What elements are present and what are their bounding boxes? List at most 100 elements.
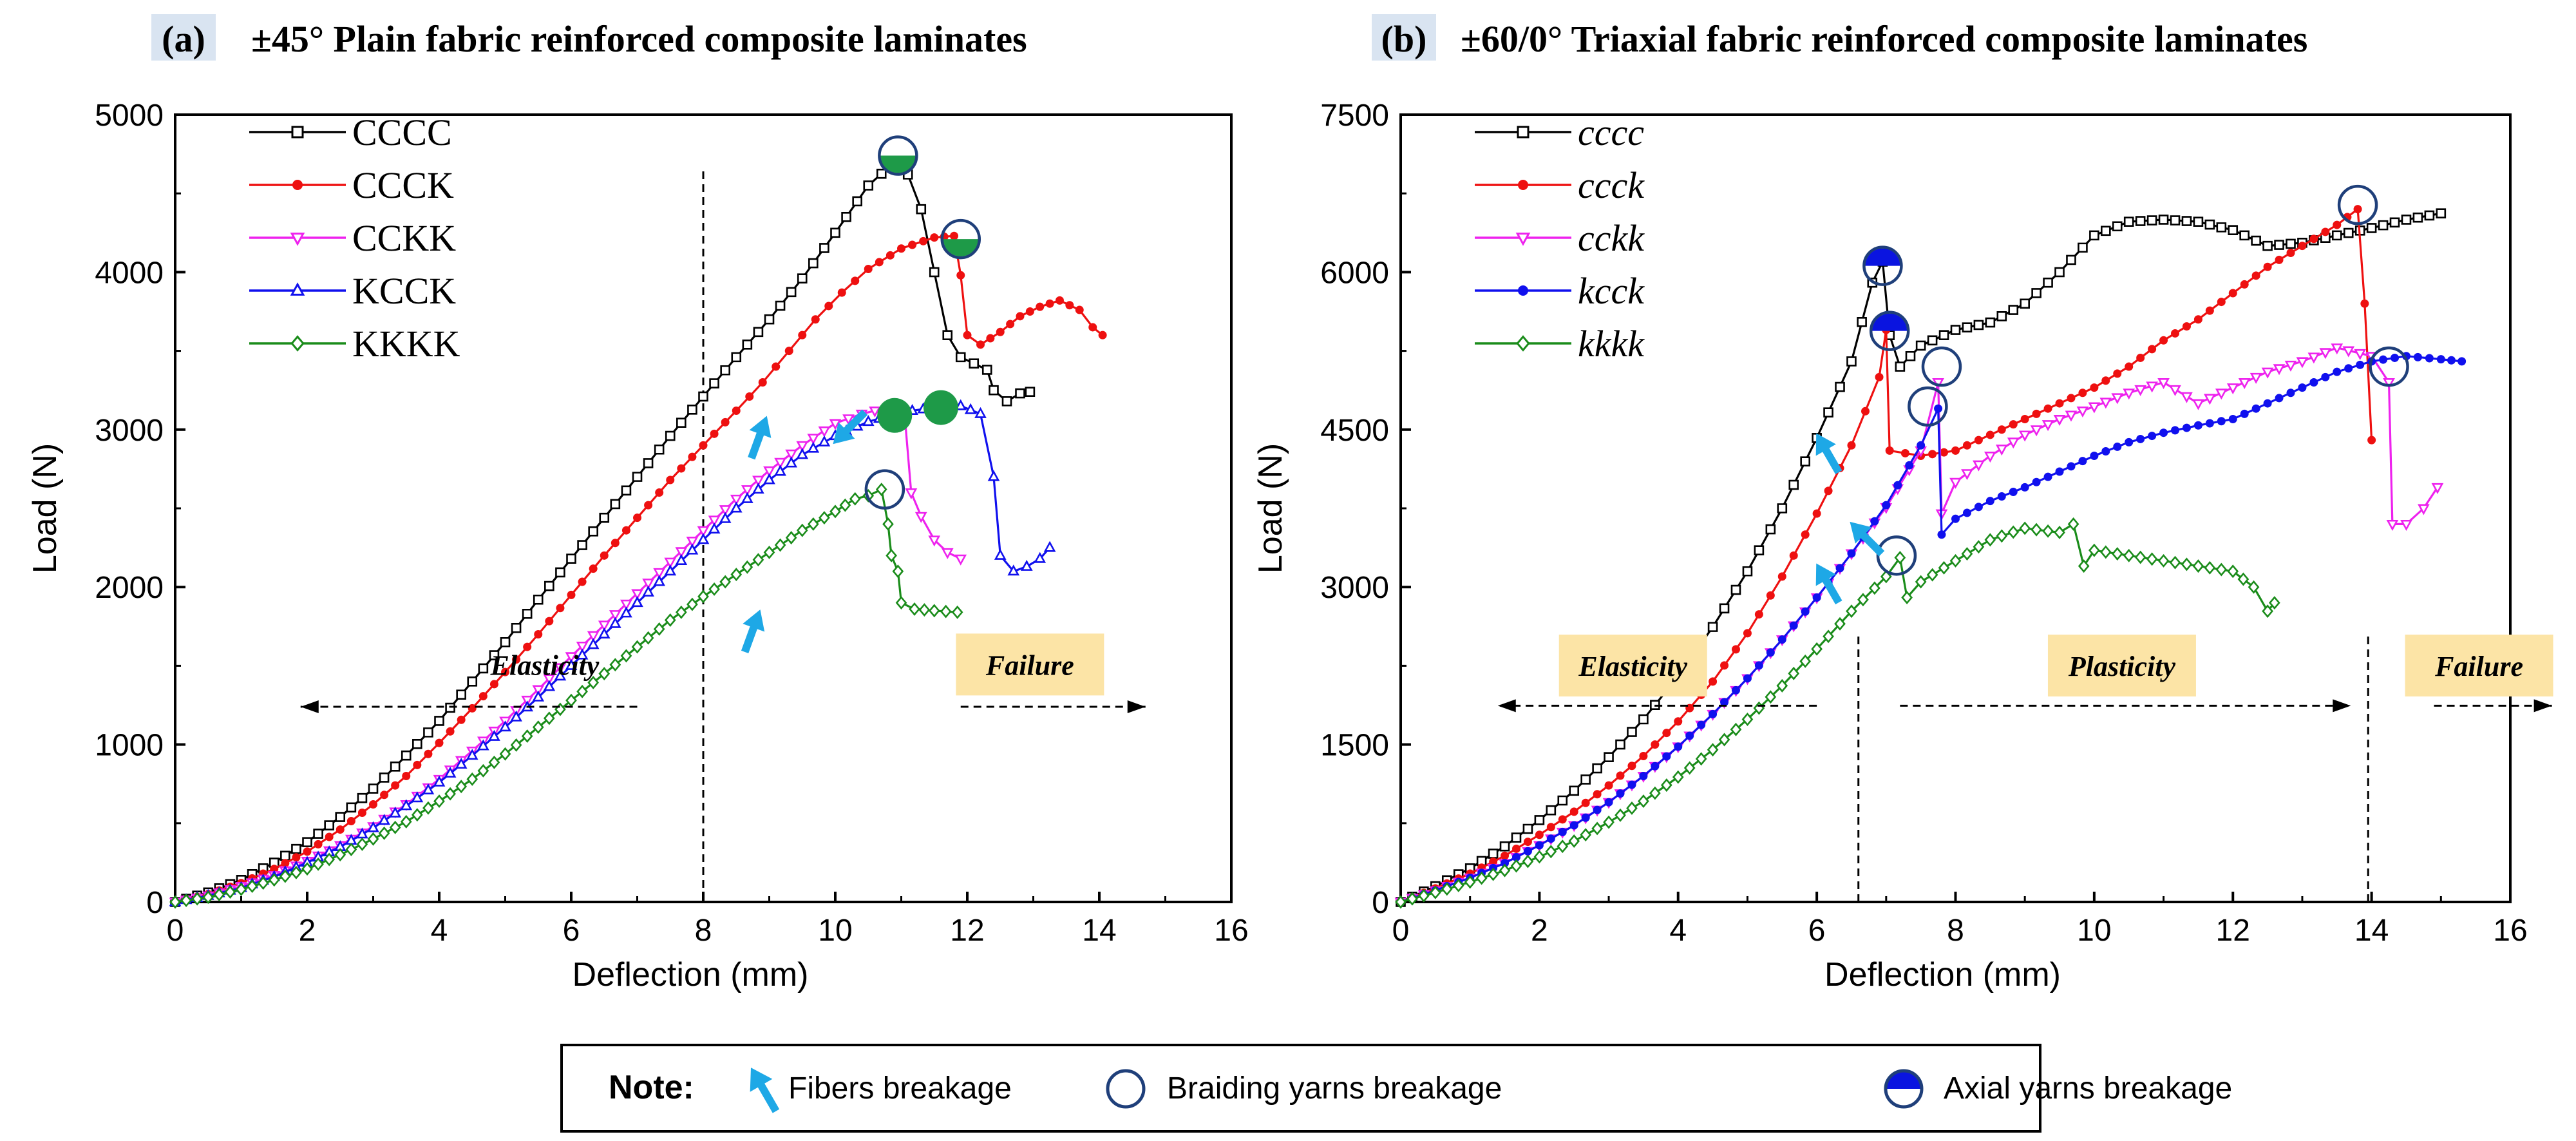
- data-point: [2367, 436, 2376, 445]
- data-point: [391, 781, 400, 790]
- data-point: [2424, 210, 2435, 221]
- data-point: [477, 763, 489, 778]
- data-point: [719, 575, 732, 589]
- data-point: [2020, 415, 2029, 424]
- data-point: [882, 517, 894, 531]
- data-point: [1685, 731, 1694, 740]
- data-point: [1718, 733, 1730, 747]
- data-point: [2228, 415, 2237, 424]
- data-point: [2113, 369, 2122, 378]
- data-point: [852, 196, 862, 207]
- x-tick-label: 10: [2077, 914, 2111, 948]
- data-point: [841, 212, 851, 222]
- data-point: [851, 276, 860, 285]
- axial-halfcircle-icon: [1884, 1069, 1924, 1109]
- data-point: [2146, 215, 2157, 225]
- data-point: [202, 890, 214, 905]
- data-point: [2262, 240, 2273, 251]
- data-point: [688, 452, 697, 461]
- data-point: [697, 526, 710, 537]
- data-point: [1604, 781, 1613, 790]
- data-point: [742, 340, 753, 350]
- legend-marker: [292, 180, 303, 190]
- data-point: [1510, 859, 1522, 873]
- data-point: [1777, 635, 1786, 644]
- x-axis-label: Deflection (mm): [1824, 956, 2061, 993]
- data-point: [543, 674, 556, 686]
- y-tick-label: 3000: [1320, 571, 1389, 605]
- data-point: [2181, 557, 2193, 571]
- data-point: [876, 168, 887, 179]
- x-tick-label: 14: [1082, 914, 1116, 948]
- data-point: [1801, 530, 1810, 539]
- data-point: [675, 547, 688, 559]
- data-point: [1499, 841, 1510, 852]
- data-point: [1674, 717, 1683, 726]
- data-point: [875, 483, 887, 497]
- data-point: [412, 738, 422, 749]
- data-point: [1766, 648, 1775, 657]
- data-point: [1926, 568, 1938, 582]
- data-point: [1045, 299, 1054, 308]
- data-point: [2008, 305, 2019, 315]
- data-point: [2273, 364, 2286, 376]
- x-tick-label: 6: [1808, 914, 1826, 948]
- data-point: [1546, 823, 1555, 832]
- data-point: [2237, 572, 2249, 586]
- legend-marker: [290, 335, 305, 352]
- data-point: [532, 720, 544, 734]
- data-point: [477, 739, 489, 751]
- data-point: [862, 415, 875, 427]
- data-point: [2251, 271, 2260, 280]
- data-point: [2182, 423, 2191, 432]
- data-point: [2298, 242, 2307, 251]
- data-point: [2331, 343, 2344, 355]
- data-point: [2275, 394, 2284, 403]
- data-point: [730, 501, 743, 513]
- data-point: [2458, 357, 2467, 366]
- data-point: [2205, 419, 2214, 428]
- data-point: [1927, 335, 1938, 346]
- data-point: [796, 448, 809, 459]
- data-point: [2018, 430, 2031, 442]
- data-point: [334, 848, 346, 862]
- data-point: [1869, 581, 1880, 595]
- data-point: [401, 750, 412, 761]
- data-point: [2148, 345, 2157, 354]
- data-point: [2240, 280, 2249, 289]
- fibers-arrow-icon: [750, 1068, 780, 1113]
- data-point: [2055, 399, 2064, 408]
- data-point: [2099, 398, 2112, 409]
- data-point: [2157, 378, 2170, 389]
- data-point: [1604, 752, 1614, 762]
- data-point: [2193, 216, 2204, 227]
- data-point: [2447, 356, 2456, 365]
- data-point: [1996, 529, 2008, 543]
- fibers-breakage-arrow: [741, 609, 765, 653]
- series-ccck: [1396, 205, 2376, 906]
- data-point: [2088, 402, 2101, 414]
- data-point: [774, 465, 786, 476]
- data-point: [2284, 360, 2297, 372]
- data-point: [1638, 794, 1649, 809]
- data-point: [2159, 428, 2168, 437]
- data-point: [2248, 580, 2260, 594]
- data-point: [785, 531, 797, 545]
- data-point: [1511, 832, 1522, 843]
- x-tick-label: 6: [563, 914, 580, 948]
- data-point: [1777, 572, 1786, 581]
- y-tick-label: 6000: [1320, 256, 1389, 290]
- data-point: [1441, 882, 1453, 896]
- braiding-breakage-mark: [1876, 535, 1917, 576]
- data-point: [1557, 839, 1569, 854]
- data-point: [1558, 827, 1567, 836]
- data-point: [764, 314, 775, 325]
- data-point: [478, 692, 488, 701]
- data-point: [2228, 289, 2237, 298]
- data-point: [587, 676, 600, 689]
- data-point: [1697, 720, 1706, 729]
- data-point: [422, 783, 435, 794]
- data-point: [954, 554, 967, 566]
- data-point: [986, 334, 995, 343]
- chart-title: ±60/0° Triaxial fabric reinforced compos…: [1461, 18, 2307, 60]
